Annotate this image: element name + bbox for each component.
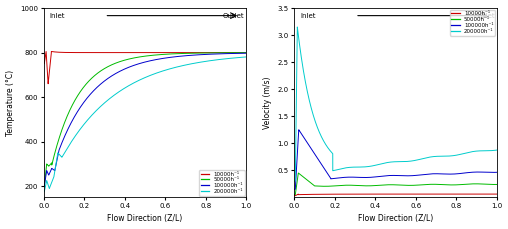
Y-axis label: Velocity (m/s): Velocity (m/s) [263,76,272,129]
Y-axis label: Temperature (°C): Temperature (°C) [6,70,15,136]
X-axis label: Flow Direction (Z/L): Flow Direction (Z/L) [107,214,182,224]
X-axis label: Flow Direction (Z/L): Flow Direction (Z/L) [358,214,433,224]
Text: Inlet: Inlet [50,13,65,19]
Text: Outlet: Outlet [223,13,244,19]
Text: Inlet: Inlet [300,13,316,19]
Legend: 10000h⁻¹, 50000h⁻¹, 100000h⁻¹, 200000h⁻¹: 10000h⁻¹, 50000h⁻¹, 100000h⁻¹, 200000h⁻¹ [199,170,244,196]
Legend: 10000h⁻¹, 50000h⁻¹, 100000h⁻¹, 200000h⁻¹: 10000h⁻¹, 50000h⁻¹, 100000h⁻¹, 200000h⁻¹ [450,10,495,35]
Text: Outlet: Outlet [473,13,495,19]
